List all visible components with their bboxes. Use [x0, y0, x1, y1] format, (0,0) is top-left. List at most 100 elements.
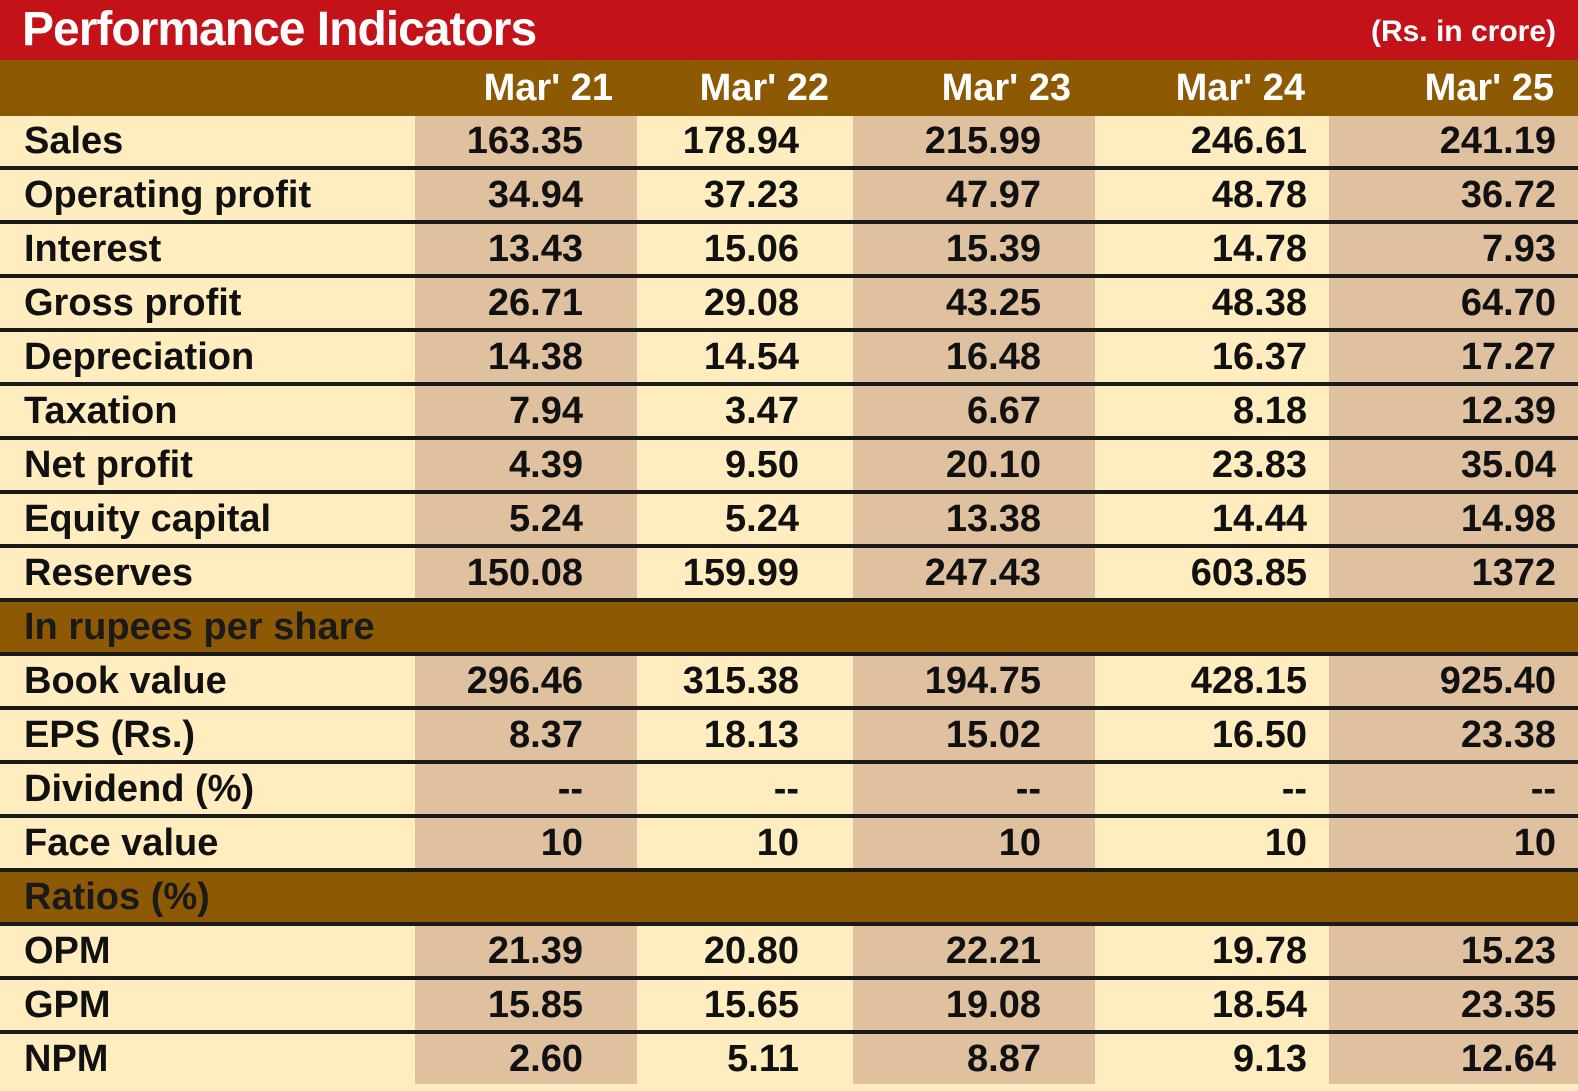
value-cell: 296.46	[415, 654, 637, 710]
value-cell: 246.61	[1095, 116, 1329, 170]
table-row: Interest 13.43 15.06 15.39 14.78 7.93	[0, 222, 1578, 278]
table-row: Gross profit 26.71 29.08 43.25 48.38 64.70	[0, 276, 1578, 332]
value-cell: 7.93	[1329, 222, 1578, 278]
value-cell: 18.13	[637, 708, 853, 764]
value-cell: 4.39	[415, 438, 637, 494]
value-cell: 15.06	[637, 222, 853, 278]
value-cell: 10	[853, 816, 1095, 872]
section-heading-row: Ratios (%)	[0, 870, 1578, 926]
value-cell: 3.47	[637, 384, 853, 440]
value-cell: 15.85	[415, 978, 637, 1034]
table-row: Dividend (%) -- -- -- -- --	[0, 762, 1578, 818]
value-cell: 215.99	[853, 116, 1095, 170]
row-label: Gross profit	[0, 276, 415, 332]
value-cell: 5.24	[415, 492, 637, 548]
value-cell: 2.60	[415, 1032, 637, 1084]
column-header: Mar' 23	[853, 60, 1095, 116]
table-row: Taxation 7.94 3.47 6.67 8.18 12.39	[0, 384, 1578, 440]
row-label: GPM	[0, 978, 415, 1034]
value-cell: 14.44	[1095, 492, 1329, 548]
table-row: Operating profit 34.94 37.23 47.97 48.78 36.7…	[0, 168, 1578, 224]
table-title: Performance Indicators	[22, 3, 537, 56]
section-heading: Ratios (%)	[0, 870, 1578, 926]
row-label: Sales	[0, 116, 415, 170]
row-label: Taxation	[0, 384, 415, 440]
value-cell: 12.64	[1329, 1032, 1578, 1084]
value-cell: 5.24	[637, 492, 853, 548]
value-cell: 13.43	[415, 222, 637, 278]
table-row: NPM 2.60 5.11 8.87 9.13 12.64	[0, 1032, 1578, 1084]
value-cell: 178.94	[637, 116, 853, 170]
value-cell: 43.25	[853, 276, 1095, 332]
table-row: Equity capital 5.24 5.24 13.38 14.44 14.98	[0, 492, 1578, 548]
value-cell: 19.78	[1095, 924, 1329, 980]
value-cell: 8.18	[1095, 384, 1329, 440]
value-cell: 12.39	[1329, 384, 1578, 440]
value-cell: 925.40	[1329, 654, 1578, 710]
value-cell: 20.80	[637, 924, 853, 980]
value-cell: 21.39	[415, 924, 637, 980]
row-label: NPM	[0, 1032, 415, 1084]
value-cell: 8.87	[853, 1032, 1095, 1084]
indicators-table: Mar' 21 Mar' 22 Mar' 23 Mar' 24 Mar' 25 Sale…	[0, 60, 1578, 1084]
value-cell: 14.54	[637, 330, 853, 386]
value-cell: 5.11	[637, 1032, 853, 1084]
value-cell: 14.38	[415, 330, 637, 386]
value-cell: 64.70	[1329, 276, 1578, 332]
row-label: Reserves	[0, 546, 415, 602]
unit-note: (Rs. in crore)	[1370, 15, 1556, 48]
value-cell: --	[415, 762, 637, 818]
value-cell: 17.27	[1329, 330, 1578, 386]
row-label: Face value	[0, 816, 415, 872]
value-cell: 34.94	[415, 168, 637, 224]
value-cell: 18.54	[1095, 978, 1329, 1034]
value-cell: 13.38	[853, 492, 1095, 548]
value-cell: --	[1095, 762, 1329, 818]
table-row: Sales 163.35 178.94 215.99 246.61 241.19	[0, 116, 1578, 170]
value-cell: 23.83	[1095, 438, 1329, 494]
row-label: Equity capital	[0, 492, 415, 548]
value-cell: 10	[1095, 816, 1329, 872]
value-cell: 7.94	[415, 384, 637, 440]
value-cell: 15.65	[637, 978, 853, 1034]
value-cell: 23.35	[1329, 978, 1578, 1034]
value-cell: 194.75	[853, 654, 1095, 710]
value-cell: 16.37	[1095, 330, 1329, 386]
column-header: Mar' 21	[415, 60, 637, 116]
value-cell: 10	[415, 816, 637, 872]
table-row: GPM 15.85 15.65 19.08 18.54 23.35	[0, 978, 1578, 1034]
value-cell: 20.10	[853, 438, 1095, 494]
value-cell: 48.78	[1095, 168, 1329, 224]
value-cell: 29.08	[637, 276, 853, 332]
value-cell: 15.02	[853, 708, 1095, 764]
value-cell: 16.48	[853, 330, 1095, 386]
value-cell: 10	[637, 816, 853, 872]
value-cell: 19.08	[853, 978, 1095, 1034]
value-cell: 428.15	[1095, 654, 1329, 710]
value-cell: 8.37	[415, 708, 637, 764]
value-cell: 159.99	[637, 546, 853, 602]
value-cell: 47.97	[853, 168, 1095, 224]
value-cell: 35.04	[1329, 438, 1578, 494]
value-cell: 15.23	[1329, 924, 1578, 980]
value-cell: 6.67	[853, 384, 1095, 440]
table-body: Sales 163.35 178.94 215.99 246.61 241.19 Opera…	[0, 116, 1578, 1084]
table-row: Face value 10 10 10 10 10	[0, 816, 1578, 872]
column-header: Mar' 24	[1095, 60, 1329, 116]
value-cell: 36.72	[1329, 168, 1578, 224]
value-cell: 241.19	[1329, 116, 1578, 170]
row-label: OPM	[0, 924, 415, 980]
row-label: EPS (Rs.)	[0, 708, 415, 764]
value-cell: 16.50	[1095, 708, 1329, 764]
row-label: Interest	[0, 222, 415, 278]
value-cell: 14.78	[1095, 222, 1329, 278]
value-cell: 150.08	[415, 546, 637, 602]
row-label: Net profit	[0, 438, 415, 494]
value-cell: 163.35	[415, 116, 637, 170]
value-cell: 14.98	[1329, 492, 1578, 548]
table-row: Book value 296.46 315.38 194.75 428.15 925.40	[0, 654, 1578, 710]
column-header-row: Mar' 21 Mar' 22 Mar' 23 Mar' 24 Mar' 25	[0, 60, 1578, 116]
value-cell: 10	[1329, 816, 1578, 872]
table-row: OPM 21.39 20.80 22.21 19.78 15.23	[0, 924, 1578, 980]
